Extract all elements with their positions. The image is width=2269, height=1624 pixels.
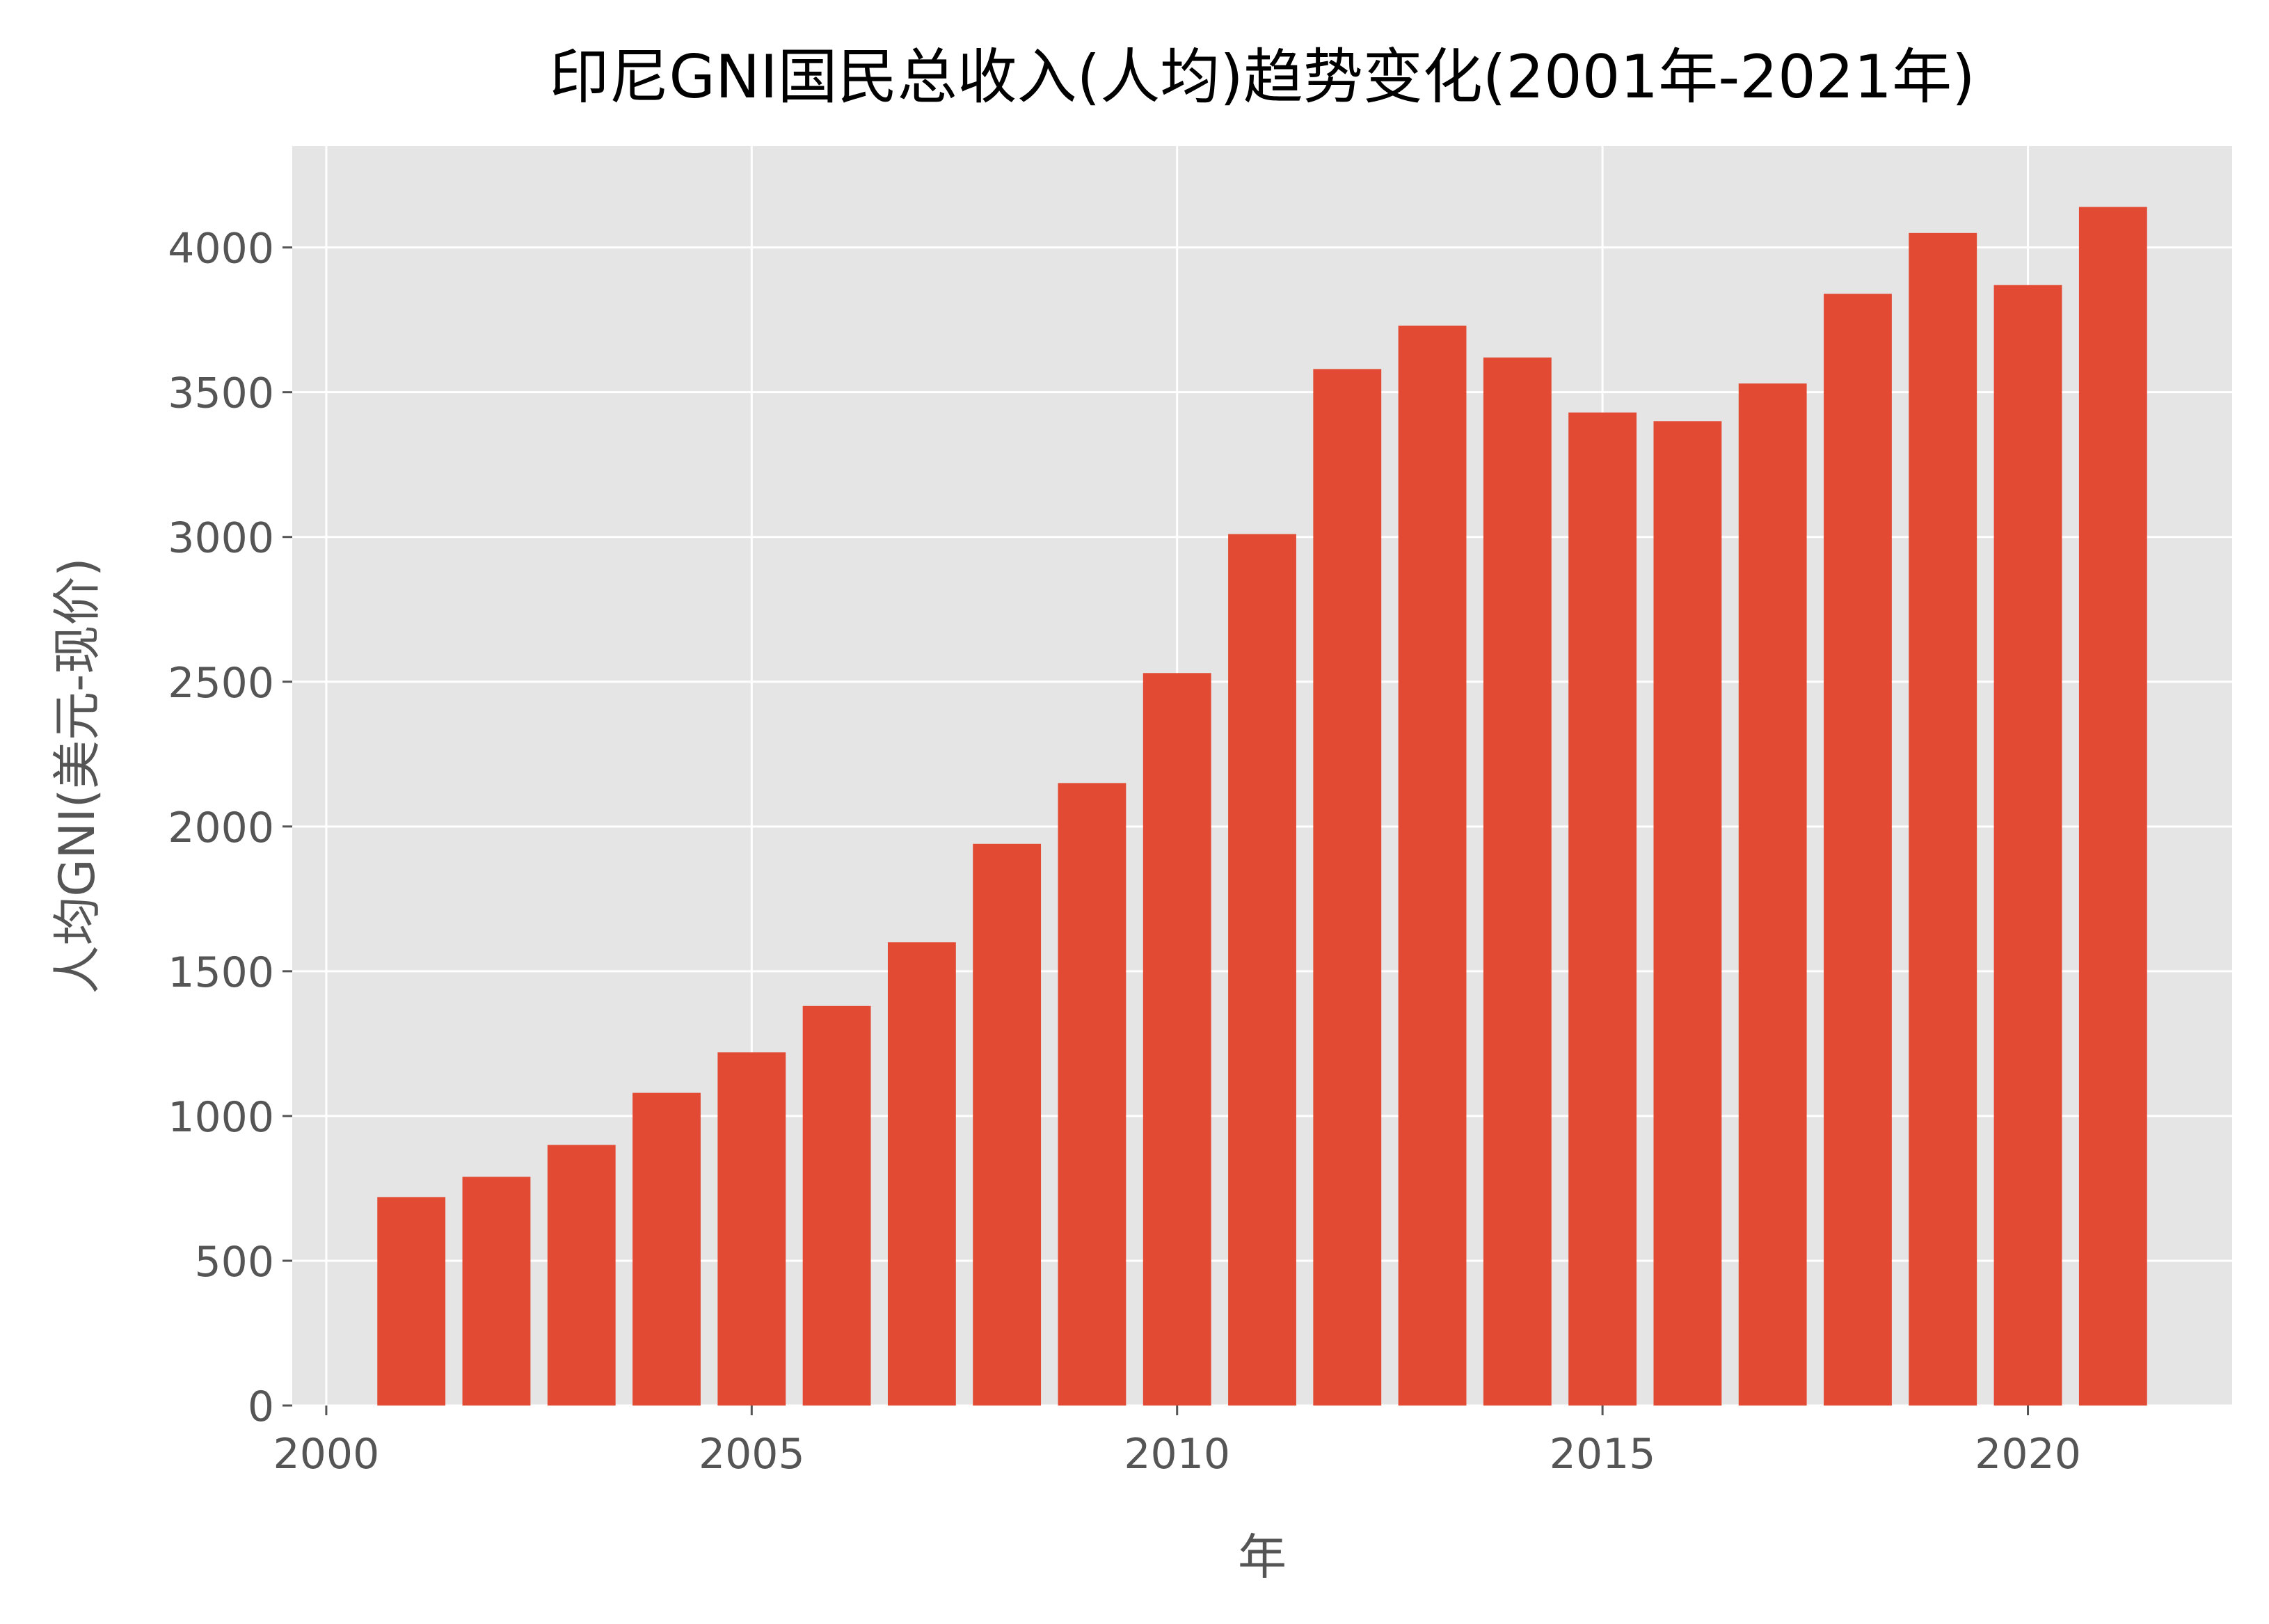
y-tick-label: 1000 bbox=[168, 1093, 274, 1142]
bar bbox=[973, 843, 1042, 1406]
y-axis-label: 人均GNI(美元-现价) bbox=[49, 557, 106, 994]
x-axis-ticks: 2000 2005 2010 2015 2020 bbox=[273, 1406, 2081, 1479]
x-axis-label: 年 bbox=[1238, 1529, 1287, 1586]
x-tick-label: 2020 bbox=[1975, 1430, 2081, 1479]
bar bbox=[1738, 383, 1807, 1406]
bar bbox=[2078, 207, 2147, 1406]
y-tick-label: 4000 bbox=[168, 225, 274, 273]
bar bbox=[462, 1177, 531, 1406]
y-tick-label: 3000 bbox=[168, 514, 274, 563]
bar bbox=[547, 1145, 616, 1406]
x-tick-label: 2015 bbox=[1550, 1430, 1656, 1479]
x-tick-label: 2005 bbox=[699, 1430, 805, 1479]
bars bbox=[377, 207, 2147, 1406]
bar bbox=[802, 1005, 871, 1406]
bar bbox=[1909, 232, 1977, 1406]
bar bbox=[1483, 357, 1552, 1406]
bar bbox=[377, 1197, 446, 1406]
bar bbox=[887, 942, 956, 1406]
bar bbox=[717, 1052, 786, 1406]
y-tick-label: 2000 bbox=[168, 804, 274, 852]
y-tick-label: 3500 bbox=[168, 369, 274, 418]
y-axis-ticks: 0 500 1000 1500 2000 2500 3000 3500 4000 bbox=[168, 225, 292, 1431]
bar bbox=[1143, 673, 1211, 1406]
y-tick-label: 1500 bbox=[168, 948, 274, 997]
y-tick-label: 2500 bbox=[168, 659, 274, 708]
bar bbox=[1653, 421, 1722, 1406]
bar bbox=[632, 1092, 701, 1406]
y-tick-label: 0 bbox=[248, 1383, 274, 1431]
x-tick-label: 2010 bbox=[1124, 1430, 1230, 1479]
bar bbox=[1228, 534, 1296, 1406]
bar bbox=[1824, 294, 1892, 1406]
bar bbox=[1993, 285, 2062, 1406]
bar bbox=[1398, 325, 1467, 1406]
x-tick-label: 2000 bbox=[273, 1430, 380, 1479]
bar bbox=[1568, 412, 1637, 1406]
y-tick-label: 500 bbox=[194, 1238, 274, 1287]
chart-title: 印尼GNI国民总收入(人均)趋势变化(2001年-2021年) bbox=[549, 42, 1975, 112]
bar bbox=[1313, 369, 1382, 1406]
bar bbox=[1058, 783, 1126, 1406]
